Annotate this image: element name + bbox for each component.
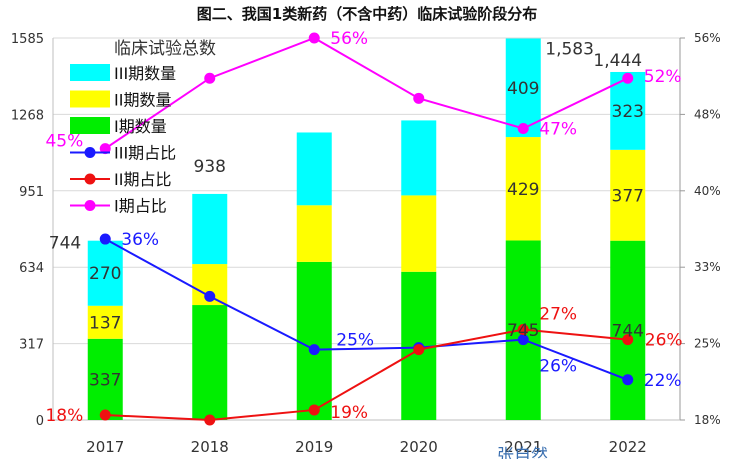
- series-point: [308, 32, 320, 44]
- legend-swatch: [70, 64, 110, 81]
- x-tick-label: 2021: [504, 438, 542, 456]
- legend-swatch: [70, 117, 110, 134]
- bar-value-label: 745: [507, 321, 539, 341]
- percent-label: 22%: [644, 371, 682, 391]
- percent-label: 27%: [539, 305, 577, 325]
- series-point: [413, 92, 425, 104]
- right-tick-label: 33%: [694, 260, 721, 274]
- bar-value-label: 409: [507, 79, 539, 99]
- chart-title: 图二、我国1类新药（不含中药）临床试验阶段分布: [197, 5, 537, 23]
- bar-segment: [610, 149, 646, 241]
- percent-label: 47%: [539, 119, 577, 139]
- x-tick-label: 2020: [400, 438, 438, 456]
- legend-label: I期数量: [114, 117, 167, 136]
- percent-label: 18%: [45, 406, 83, 426]
- series-point: [308, 404, 320, 416]
- right-tick-label: 48%: [694, 107, 721, 121]
- watermark: 张自然: [497, 446, 548, 459]
- bar-segment: [296, 205, 332, 262]
- percent-label: 56%: [330, 29, 368, 49]
- bar-value-label: 137: [89, 313, 121, 333]
- total-label: 1,444: [593, 51, 642, 71]
- total-label: 938: [194, 157, 226, 177]
- right-tick-label: 40%: [694, 184, 721, 198]
- percent-label: 19%: [330, 403, 368, 423]
- series-point: [622, 334, 634, 346]
- percent-label: 36%: [121, 230, 159, 250]
- bar-segment: [505, 38, 541, 138]
- percent-label: 52%: [644, 67, 682, 87]
- series-point: [413, 344, 425, 356]
- bar-segment: [87, 305, 123, 339]
- right-tick-label: 25%: [694, 337, 721, 351]
- left-tick-label: 317: [19, 338, 44, 353]
- bar-value-label: 270: [89, 264, 121, 284]
- lines: [99, 32, 634, 426]
- bar-segment: [401, 120, 437, 196]
- legend-label: III期数量: [114, 64, 176, 83]
- series-point: [204, 72, 216, 84]
- series-point: [517, 324, 529, 336]
- legend-marker: [84, 200, 96, 211]
- legend-title: 临床试验总数: [114, 39, 216, 59]
- axes: 0 317 634 951 1268 1585 18% 25% 33% 40% 48% 56% 2017…: [11, 31, 721, 456]
- legend: 临床试验总数 III期数量 II期数量 I期数量 III期占比 II期占比 I期占比: [70, 39, 216, 216]
- percent-label: 25%: [336, 331, 374, 351]
- series-point: [99, 233, 111, 245]
- x-tick-label: 2017: [86, 438, 124, 456]
- percent-label: 45%: [45, 132, 83, 152]
- x-tick-label: 2018: [191, 438, 229, 456]
- bar-segment: [296, 261, 332, 420]
- series-point: [204, 414, 216, 426]
- percent-label: 26%: [539, 357, 577, 377]
- bar-segment: [610, 71, 646, 150]
- series-line: [104, 36, 629, 150]
- bar-segment: [87, 338, 123, 420]
- series-line: [104, 238, 629, 381]
- bar-value-label: 744: [612, 321, 644, 341]
- series-point: [517, 122, 529, 134]
- legend-label: I期占比: [114, 197, 167, 216]
- series-point: [622, 374, 634, 386]
- left-tick-label: 1268: [11, 108, 44, 123]
- series-point: [204, 290, 216, 302]
- series-point: [308, 344, 320, 356]
- bar-value-label: 337: [89, 370, 121, 390]
- bar-value-label: 377: [612, 186, 644, 206]
- legend-label: II期数量: [114, 91, 171, 110]
- series-point: [517, 334, 529, 346]
- left-tick-label: 634: [19, 261, 44, 276]
- left-tick-label: 951: [19, 185, 44, 200]
- legend-swatch: [70, 90, 110, 108]
- series-point: [99, 143, 111, 155]
- percent-label: 26%: [645, 331, 683, 351]
- bars: [87, 38, 646, 420]
- bar-segment: [505, 137, 541, 241]
- bar-segment: [610, 240, 646, 420]
- legend-label: III期占比: [114, 144, 176, 163]
- data-labels: 337 137 270 744 938 745 429 409 1,583 744 377 323 1,…: [45, 29, 682, 426]
- x-tick-label: 2019: [295, 438, 333, 456]
- legend-marker: [84, 147, 96, 158]
- bar-value-label: 429: [507, 180, 539, 200]
- bar-segment: [87, 240, 123, 306]
- left-tick-label: 0: [36, 414, 44, 429]
- series-line: [105, 328, 628, 422]
- legend-marker: [84, 173, 96, 185]
- bar-segment: [401, 195, 437, 272]
- series-point: [99, 409, 111, 421]
- series-point: [622, 72, 634, 84]
- legend-label: II期占比: [114, 170, 171, 189]
- bar-segment: [296, 132, 332, 206]
- total-label: 744: [49, 234, 81, 254]
- bar-segment: [192, 193, 228, 265]
- bar-segment: [192, 305, 228, 420]
- total-label: 1,583: [545, 39, 594, 59]
- left-tick-label: 1585: [11, 32, 44, 47]
- bar-value-label: 323: [612, 102, 644, 122]
- x-tick-label: 2022: [609, 438, 647, 456]
- right-tick-label: 56%: [694, 31, 721, 45]
- right-tick-label: 18%: [694, 413, 721, 427]
